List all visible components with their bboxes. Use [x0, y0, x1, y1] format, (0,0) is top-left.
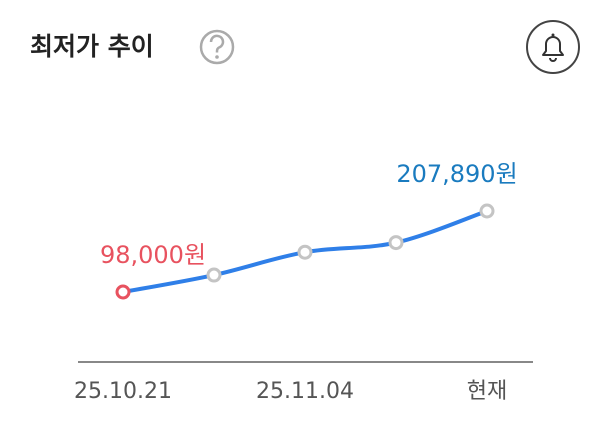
point: [479, 203, 495, 219]
x-tick-label: 25.10.21: [74, 379, 172, 404]
title: 최저가 추이: [30, 32, 154, 61]
label-bg: [394, 155, 580, 191]
x-tick-label: 25.11.04: [256, 379, 354, 404]
point: [115, 284, 131, 300]
point: [388, 235, 404, 251]
alert-button[interactable]: [526, 20, 580, 74]
point: [206, 267, 222, 283]
point: [297, 244, 313, 260]
help-dot: [215, 55, 219, 59]
value-label: 207,890원: [396, 160, 517, 188]
bell-clapper: [549, 57, 557, 62]
bell: [542, 36, 564, 56]
value-label: 98,000원: [100, 241, 206, 269]
alert-circle: [526, 20, 580, 74]
help-glyph: [209, 34, 225, 53]
help-circle: [199, 29, 235, 65]
help-icon[interactable]: [199, 29, 235, 65]
x-tick-label: 현재: [467, 379, 507, 404]
bell-top: [551, 33, 555, 37]
